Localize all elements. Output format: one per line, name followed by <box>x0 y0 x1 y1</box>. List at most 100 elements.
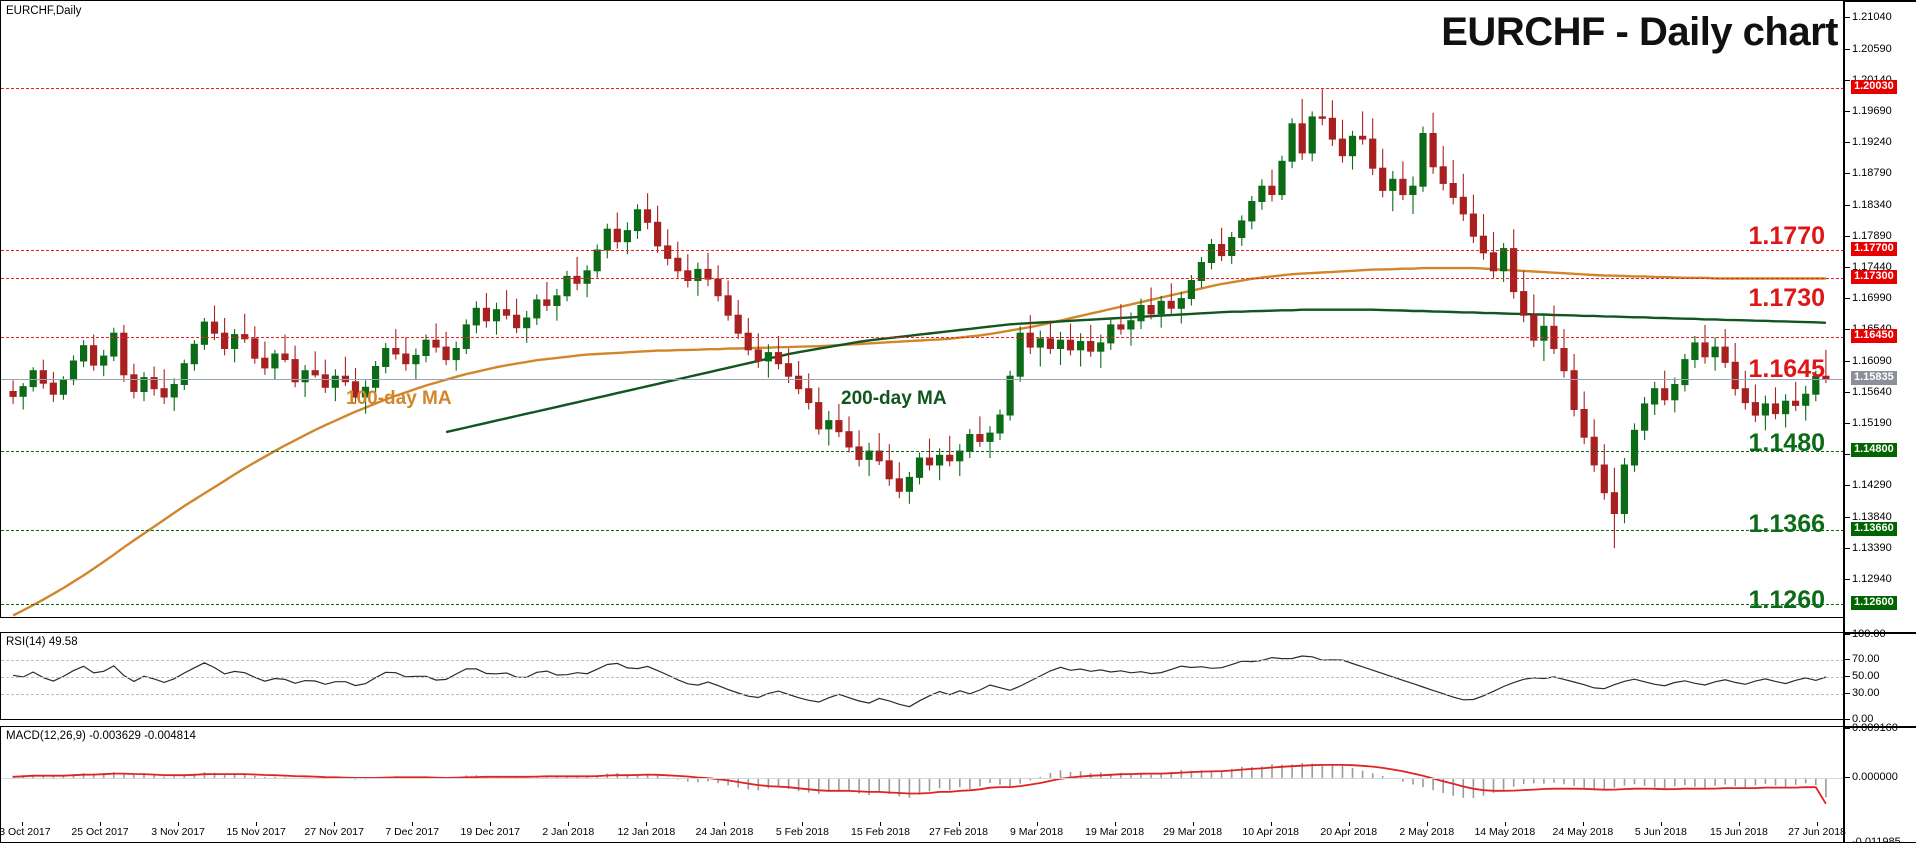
date-tick <box>1114 822 1116 826</box>
date-tick <box>1192 822 1194 826</box>
date-label: 2 Jan 2018 <box>542 826 595 838</box>
ma200-line <box>445 308 1826 434</box>
support-1260-tag[interactable]: 1.12600 <box>1851 595 1897 610</box>
support-1366-line[interactable] <box>1 530 1843 532</box>
macd-zero-line <box>1 777 1843 779</box>
price-plot-area[interactable]: 100-day MA 200-day MA 1.1770 1.1730 1.1645 1.… <box>1 1 1843 617</box>
date-label: 5 Jun 2018 <box>1634 826 1687 838</box>
rsi-guide-50 <box>1 677 1843 678</box>
resistance-2003-tag[interactable]: 1.20030 <box>1851 80 1897 95</box>
resistance-1645-line[interactable] <box>1 336 1843 338</box>
date-label: 27 Feb 2018 <box>929 826 988 838</box>
rsi-50.00-label: 50.00 <box>1852 670 1880 682</box>
date-tick <box>1582 822 1584 826</box>
date-tick <box>1738 822 1740 826</box>
date-label: 3 Nov 2017 <box>151 826 205 838</box>
price-1.16990-label: 1.16990 <box>1852 292 1892 305</box>
price-1.16990-tick <box>1843 298 1850 300</box>
price-1.13390-tick <box>1843 547 1850 549</box>
date-label: 20 Apr 2018 <box>1320 826 1378 838</box>
resistance-1730-tag[interactable]: 1.17300 <box>1851 269 1897 284</box>
resistance-1770-line[interactable] <box>1 250 1843 252</box>
price-1.20590-label: 1.20590 <box>1852 42 1892 55</box>
date-tick <box>802 822 804 826</box>
price-1.17890-label: 1.17890 <box>1852 229 1892 242</box>
date-label: 7 Dec 2017 <box>385 826 440 838</box>
date-label: 29 Mar 2018 <box>1163 826 1223 838</box>
current-price-tag[interactable]: 1.15835 <box>1851 371 1897 386</box>
price-1.18790-tick <box>1843 173 1850 175</box>
date-tick <box>22 822 23 826</box>
price-1.13390-label: 1.13390 <box>1852 541 1892 554</box>
support-1260-line[interactable] <box>1 603 1843 605</box>
date-label: 15 Jun 2018 <box>1710 826 1768 838</box>
macd--0.011985-tick <box>1843 841 1850 843</box>
date-tick <box>1036 822 1038 826</box>
rsi-100.00-label: 100.00 <box>1852 627 1886 640</box>
price-1.21040-label: 1.21040 <box>1852 11 1892 24</box>
macd-panel: MACD(12,26,9) -0.003629 -0.004814 <box>0 726 1843 843</box>
date-tick <box>256 822 258 826</box>
price-1.12940-tick <box>1843 579 1850 581</box>
rsi-line <box>13 655 1827 708</box>
axis-sep-rsi <box>1843 632 1916 634</box>
macd-0.009160-tick <box>1843 727 1850 729</box>
resistance-1645-annotation: 1.1645 <box>1748 354 1825 383</box>
support-1480-tag[interactable]: 1.14800 <box>1851 443 1897 458</box>
price-1.19690-tick <box>1843 111 1850 113</box>
date-label: 5 Feb 2018 <box>775 826 829 838</box>
price-axis-gutter[interactable]: 1.21040 1.20590 1.20140 1.19690 1.19240 1.187… <box>1843 0 1916 843</box>
date-axis: 13 Oct 2017 25 Oct 2017 3 Nov 2017 15 Nov 2… <box>0 822 1846 843</box>
rsi-70.00-label: 70.00 <box>1852 653 1880 665</box>
support-1260-annotation: 1.1260 <box>1748 585 1825 614</box>
price-1.18340-label: 1.18340 <box>1852 198 1892 211</box>
date-tick <box>178 822 180 826</box>
rsi-plot-area[interactable] <box>1 633 1843 719</box>
rsi-0.00-tick <box>1843 718 1850 720</box>
support-1480-line[interactable] <box>1 451 1843 453</box>
price-1.17890-tick <box>1843 235 1850 237</box>
date-label: 27 Jun 2018 <box>1788 826 1846 838</box>
price-1.16540-tick <box>1843 329 1850 331</box>
rsi-guide-70 <box>1 660 1843 661</box>
macd-header: MACD(12,26,9) -0.003629 -0.004814 <box>6 730 196 742</box>
date-tick <box>1660 822 1662 826</box>
resistance-2003-line[interactable] <box>1 88 1843 90</box>
axis-sep-macd <box>1843 726 1916 728</box>
date-tick <box>490 822 492 826</box>
support-1366-annotation: 1.1366 <box>1748 510 1825 539</box>
date-tick <box>958 822 960 826</box>
price-1.21040-tick <box>1843 17 1850 19</box>
date-tick <box>1270 822 1272 826</box>
date-label: 13 Oct 2017 <box>0 826 51 838</box>
rsi-header: RSI(14) 49.58 <box>6 636 78 648</box>
price-1.17440-label: 1.17440 <box>1852 261 1892 274</box>
price-series-svg <box>9 89 1830 617</box>
price-1.16090-label: 1.16090 <box>1852 354 1892 367</box>
date-label: 2 May 2018 <box>1399 826 1455 838</box>
resistance-1770-tag[interactable]: 1.17700 <box>1851 242 1897 257</box>
support-1366-tag[interactable]: 1.13660 <box>1851 522 1897 537</box>
rsi-panel: RSI(14) 49.58 <box>0 632 1843 720</box>
current-price-line[interactable] <box>1 379 1843 381</box>
price-1.20590-tick <box>1843 48 1850 50</box>
ma100-annotation: 100-day MA <box>346 387 452 409</box>
resistance-1645-tag[interactable]: 1.16450 <box>1851 328 1897 343</box>
date-tick <box>1817 822 1818 826</box>
resistance-1770-annotation: 1.1770 <box>1748 222 1825 251</box>
resistance-1730-line[interactable] <box>1 277 1843 279</box>
rsi-50.00-tick <box>1843 676 1850 677</box>
axis-sep-top <box>1843 0 1916 2</box>
date-label: 19 Mar 2018 <box>1085 826 1145 838</box>
date-label: 24 Jan 2018 <box>695 826 754 838</box>
macd-0.009160-label: 0.009160 <box>1852 721 1898 734</box>
rsi-30.00-label: 30.00 <box>1852 687 1880 699</box>
macd-plot-area[interactable] <box>1 727 1843 842</box>
price-1.14290-tick <box>1843 485 1850 487</box>
date-tick <box>1426 822 1428 826</box>
date-tick <box>412 822 414 826</box>
price-1.14290-label: 1.14290 <box>1852 479 1892 492</box>
price-1.14740-tick <box>1843 454 1850 456</box>
price-1.16090-tick <box>1843 360 1850 362</box>
price-1.12940-label: 1.12940 <box>1852 573 1892 586</box>
